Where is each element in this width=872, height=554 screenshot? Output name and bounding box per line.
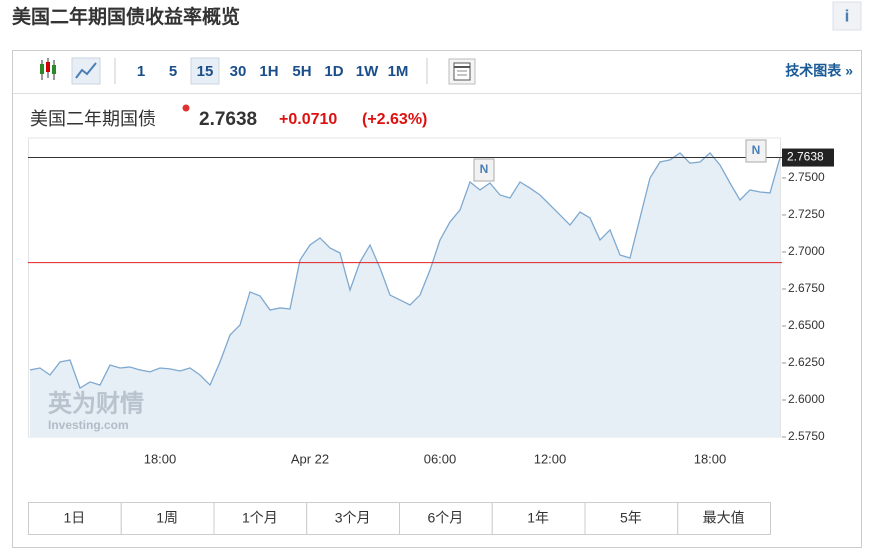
period-tab[interactable] (28, 502, 122, 535)
live-dot (182, 104, 190, 112)
tech-chart-link[interactable]: 技术图表 » (785, 63, 853, 79)
y-tick-label: 2.7500 (788, 170, 825, 184)
quote-change-pct: (+2.63%) (362, 111, 427, 128)
interval-selected[interactable] (190, 57, 220, 85)
y-tick-label: 2.7250 (788, 207, 825, 221)
period-label[interactable]: 5年 (620, 510, 642, 526)
interval-button[interactable]: 1W (356, 63, 379, 80)
doc-icon[interactable] (448, 58, 476, 85)
line (29, 152, 781, 389)
y-tick-label: 2.6000 (788, 392, 825, 406)
interval-button[interactable]: 1H (259, 63, 278, 80)
period-tab[interactable] (120, 502, 215, 535)
period-tab[interactable] (306, 502, 400, 535)
period-label[interactable]: 1年 (527, 510, 549, 526)
last-value-box (782, 148, 834, 167)
interval-button[interactable]: 5 (169, 63, 177, 80)
period-label[interactable]: 1个月 (242, 510, 278, 526)
interval-button[interactable]: 5H (292, 63, 311, 80)
period-tab[interactable] (677, 502, 771, 535)
interval-button[interactable]: 1D (324, 63, 343, 80)
period-label[interactable]: 1日 (63, 510, 85, 526)
x-tick-label: 18:00 (694, 451, 727, 466)
page-title: 美国二年期国债收益率概览 (12, 5, 240, 28)
interval-button[interactable]: 15 (197, 63, 214, 80)
line-icon[interactable] (71, 57, 101, 85)
info-button[interactable] (832, 1, 862, 31)
period-tab[interactable] (213, 502, 308, 535)
period-label[interactable]: 最大值 (703, 510, 745, 526)
annotation-box[interactable] (745, 139, 767, 163)
x-tick-label: 18:00 (144, 451, 177, 466)
interval-button[interactable]: 30 (230, 63, 247, 80)
period-label[interactable]: 1周 (156, 510, 178, 526)
candlestick-icon[interactable] (40, 58, 56, 80)
interval-button[interactable]: 1 (137, 63, 145, 80)
quote-name: 美国二年期国债 (30, 109, 156, 129)
annotation-box[interactable] (473, 158, 495, 182)
y-tick-label: 2.6500 (788, 318, 825, 332)
last-value-label: 2.7638 (787, 150, 824, 164)
quote-price: 2.7638 (199, 109, 257, 130)
x-tick-label: 12:00 (534, 451, 567, 466)
annotation[interactable]: N (752, 143, 761, 157)
period-label[interactable]: 3个月 (335, 510, 371, 526)
annotation[interactable]: N (480, 162, 489, 176)
period-label[interactable]: 6个月 (427, 510, 463, 526)
quote-change: +0.0710 (279, 111, 337, 128)
period-tab[interactable] (491, 502, 586, 535)
watermark: Investing.com (48, 418, 129, 432)
y-tick-label: 2.5750 (788, 429, 825, 443)
x-tick-label: Apr 22 (291, 451, 329, 466)
info-icon[interactable]: i (845, 6, 850, 25)
y-tick-label: 2.6250 (788, 355, 825, 369)
y-tick-label: 2.6750 (788, 281, 825, 295)
period-tab[interactable] (584, 502, 679, 535)
y-tick-label: 2.7000 (788, 244, 825, 258)
interval-button[interactable]: 1M (388, 63, 409, 80)
watermark: 英为财情 (48, 390, 144, 417)
x-tick-label: 06:00 (424, 451, 457, 466)
period-tab[interactable] (399, 502, 493, 535)
